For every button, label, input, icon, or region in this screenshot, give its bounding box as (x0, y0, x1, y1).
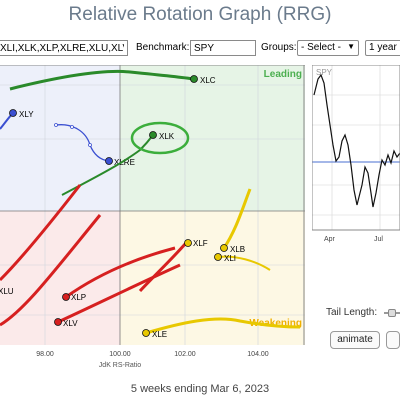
toolbar: Benchmark: Groups: - Select - ▼ 1 year (0, 38, 400, 60)
page-title: Relative Rotation Graph (RRG) (68, 4, 332, 25)
leading-quadrant (120, 65, 305, 211)
period-select[interactable]: 1 year (365, 40, 400, 56)
spy-price-line (313, 73, 400, 208)
x-axis: 98.00 100.00 102.00 104.00 JdK RS-Ratio (0, 345, 305, 375)
xlp-tail (65, 246, 176, 299)
xlv-marker[interactable] (54, 318, 62, 326)
benchmark-input[interactable] (190, 40, 256, 56)
period-select-value: 1 year (369, 42, 397, 53)
xli-tail (217, 255, 271, 271)
groups-label: Groups: (261, 42, 297, 53)
xle-marker[interactable] (142, 329, 150, 337)
mini-month-apr: Apr (324, 236, 336, 243)
symbols-input[interactable] (0, 40, 128, 56)
leading-label: Leading (264, 69, 302, 80)
xlu-tail (0, 184, 82, 282)
x-tick: 100.00 (109, 351, 131, 358)
x-axis-label: JdK RS-Ratio (98, 362, 142, 369)
xlp-label: XLP (71, 293, 86, 302)
xlk-marker[interactable] (149, 131, 157, 139)
period-footer: 5 weeks ending Mar 6, 2023 (130, 383, 270, 395)
mini-plot: SPY Apr Jul (312, 65, 400, 243)
improving-quadrant (0, 65, 120, 211)
xlu-label: XLU (0, 287, 14, 296)
x-tick: 98.00 (36, 351, 54, 358)
mini-symbol: SPY (316, 68, 333, 77)
xle-label: XLE (152, 330, 167, 339)
xli-marker[interactable] (214, 253, 222, 261)
x-tick: 104.00 (247, 351, 269, 358)
xlf-label: XLF (193, 239, 208, 248)
xlk-highlight (130, 121, 190, 155)
weakening-label: Weakening (249, 318, 302, 329)
xlb-tail (222, 188, 252, 249)
xlp-tail-upper (0, 214, 102, 327)
xlv-tail (57, 263, 181, 324)
x-tick: 102.00 (174, 351, 196, 358)
xlc-marker[interactable] (190, 75, 198, 83)
xlk-tail (61, 134, 154, 196)
xlk-label: XLK (159, 132, 175, 141)
xlb-label: XLB (230, 245, 245, 254)
chevron-down-icon: ▼ (347, 42, 355, 51)
xlp-marker[interactable] (62, 293, 70, 301)
rrg-chart: Leading Weakening XLC XLY XLRE XLK XLF X… (0, 65, 305, 345)
xly-label: XLY (19, 110, 34, 119)
xlv-label: XLV (63, 319, 78, 328)
slider-handle[interactable] (388, 309, 396, 317)
xli-label: XLI (224, 254, 236, 263)
play-forward-button[interactable] (386, 331, 400, 349)
xle-tail (145, 317, 301, 335)
animate-button[interactable]: animate (330, 331, 380, 349)
xlc-label: XLC (200, 76, 216, 85)
xlre-marker[interactable] (105, 157, 113, 165)
groups-select-value: - Select - (301, 42, 342, 53)
tail-length-slider[interactable] (384, 309, 400, 317)
groups-select[interactable]: - Select - ▼ (297, 40, 359, 56)
xlf-tail (138, 242, 188, 293)
tail-length-label: Tail Length: (326, 307, 378, 318)
benchmark-mini-chart: SPY Apr Jul (312, 65, 400, 245)
xlb-marker[interactable] (220, 244, 228, 252)
xlc-tail (9, 70, 195, 91)
xly-marker[interactable] (9, 109, 17, 117)
rrg-plot: Leading Weakening XLC XLY XLRE XLK XLF X… (0, 65, 305, 345)
xlre-label: XLRE (114, 158, 135, 167)
benchmark-label: Benchmark: (136, 42, 190, 53)
xlf-marker[interactable] (184, 239, 192, 247)
mini-month-jul: Jul (374, 236, 383, 243)
